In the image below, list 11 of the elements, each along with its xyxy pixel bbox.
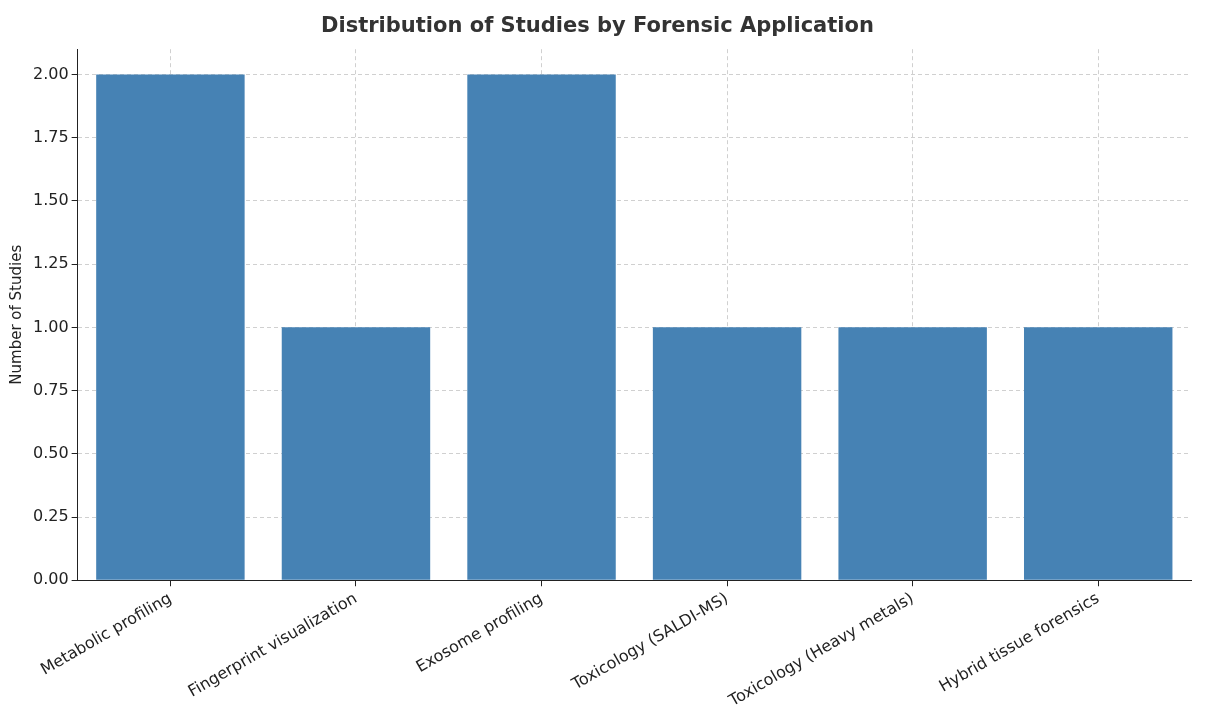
y-tick-label: 0.50 [33, 442, 69, 462]
y-tick-label: 0.25 [33, 506, 69, 526]
y-tick-label: 1.50 [33, 190, 69, 210]
y-axis-title: Number of Studies [6, 244, 25, 385]
y-tick-label: 0.00 [33, 569, 69, 589]
y-tick-label: 2.00 [33, 63, 69, 83]
chart-title: Distribution of Studies by Forensic Application [321, 13, 874, 38]
y-tick-label: 1.00 [33, 316, 69, 336]
y-tick-label: 1.75 [33, 126, 69, 146]
y-tick-label: 0.75 [33, 379, 69, 399]
y-tick-label: 1.25 [33, 253, 69, 273]
